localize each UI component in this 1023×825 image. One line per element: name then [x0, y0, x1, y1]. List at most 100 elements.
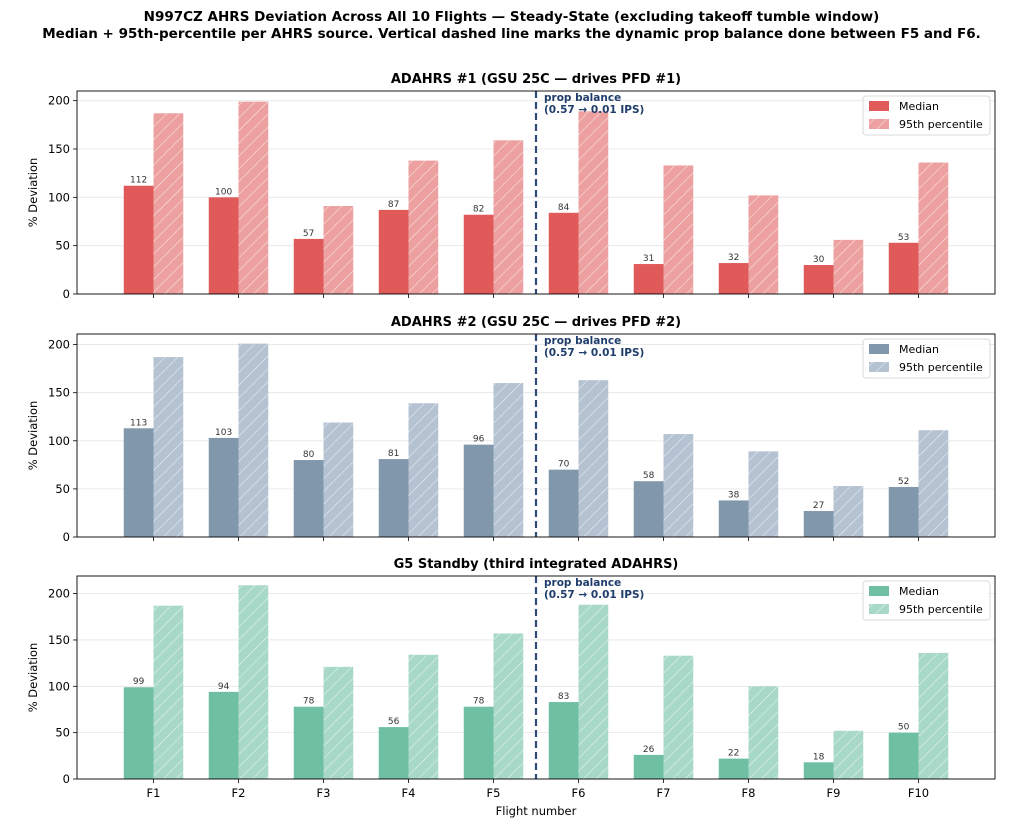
median-value-label: 78 — [303, 697, 315, 707]
median-bar — [208, 197, 239, 294]
figure-title-line1: N997CZ AHRS Deviation Across All 10 Flig… — [143, 9, 880, 25]
y-tick-label: 150 — [48, 386, 70, 400]
median-value-label: 100 — [215, 187, 232, 197]
legend-label-median: Median — [899, 343, 939, 356]
median-value-label: 52 — [898, 477, 909, 487]
median-bar — [548, 212, 579, 294]
median-bar — [633, 264, 664, 294]
median-value-label: 27 — [813, 501, 824, 511]
legend-box — [862, 338, 991, 379]
median-value-label: 18 — [813, 752, 825, 762]
p95-bar-hatch — [153, 113, 184, 294]
legend-swatch-p95-hatch — [869, 119, 889, 129]
figure-title-line2: Median + 95th-percentile per AHRS source… — [42, 26, 981, 42]
median-bar — [548, 469, 579, 537]
median-bar — [463, 444, 494, 537]
median-value-label: 83 — [558, 692, 569, 702]
annotation-line1: prop balance — [544, 335, 621, 347]
median-bar — [888, 242, 919, 294]
plot-frame — [76, 90, 996, 295]
legend-swatch-median — [869, 344, 889, 354]
y-tick-label: 200 — [48, 94, 70, 108]
legend-swatch-p95-hatch — [869, 362, 889, 372]
median-bar — [718, 500, 749, 537]
x-tick-label: F4 — [402, 786, 416, 800]
annotation-line1: prop balance — [544, 577, 621, 589]
median-value-label: 80 — [303, 450, 315, 460]
median-bar — [463, 214, 494, 294]
p95-bar-hatch — [578, 380, 609, 537]
p95-bar-hatch — [918, 430, 949, 537]
p95-bar-hatch — [493, 633, 524, 779]
p95-bar-hatch — [323, 422, 354, 537]
p95-bar-hatch — [153, 357, 184, 537]
median-value-label: 94 — [218, 682, 230, 692]
p95-bar-hatch — [323, 666, 354, 779]
median-bar — [293, 460, 324, 537]
median-value-label: 103 — [215, 428, 232, 438]
p95-bar-hatch — [918, 162, 949, 294]
median-value-label: 99 — [133, 677, 145, 687]
panel-2: ADAHRS #2 (GSU 25C — drives PFD #2) 113 10… — [26, 315, 996, 544]
median-bar — [293, 706, 324, 779]
median-value-label: 96 — [473, 435, 485, 445]
p95-bar-hatch — [748, 195, 779, 294]
legend-swatch-median — [869, 586, 889, 596]
median-value-label: 32 — [728, 253, 739, 263]
x-tick-label: F2 — [232, 786, 246, 800]
panel-title: G5 Standby (third integrated ADAHRS) — [394, 557, 679, 572]
annotation-line2: (0.57 → 0.01 IPS) — [544, 104, 644, 116]
p95-bar-hatch — [408, 160, 439, 294]
legend-label-median: Median — [899, 585, 939, 598]
annotation-line1: prop balance — [544, 92, 621, 104]
median-value-label: 30 — [813, 255, 825, 265]
median-bar — [378, 209, 409, 294]
y-tick-label: 50 — [55, 726, 70, 740]
p95-bar-hatch — [323, 206, 354, 294]
legend-label-p95: 95th percentile — [899, 361, 983, 374]
median-bar — [378, 459, 409, 537]
median-bar — [123, 687, 154, 779]
p95-bar-hatch — [748, 686, 779, 779]
y-tick-label: 200 — [48, 587, 70, 601]
panel-1: ADAHRS #1 (GSU 25C — drives PFD #1) 112 10… — [26, 72, 996, 301]
x-tick-label: F10 — [908, 786, 929, 800]
x-tick-label: F6 — [572, 786, 586, 800]
p95-bar-hatch — [578, 111, 609, 294]
median-bar — [378, 727, 409, 779]
median-value-label: 70 — [558, 460, 570, 470]
p95-bar-hatch — [153, 605, 184, 779]
median-bar — [463, 706, 494, 779]
p95-bar-hatch — [663, 434, 694, 537]
y-tick-label: 50 — [55, 239, 70, 253]
legend-box — [862, 580, 991, 621]
median-bar — [548, 702, 579, 779]
p95-bar-hatch — [493, 383, 524, 537]
median-bar — [123, 428, 154, 537]
median-bar — [633, 754, 664, 779]
y-tick-label: 0 — [63, 772, 70, 786]
median-bar — [208, 691, 239, 779]
median-value-label: 57 — [303, 229, 314, 239]
annotation-line2: (0.57 → 0.01 IPS) — [544, 589, 644, 601]
p95-bar-hatch — [238, 585, 269, 779]
median-bar — [803, 511, 834, 537]
y-tick-label: 50 — [55, 482, 70, 496]
legend-label-p95: 95th percentile — [899, 118, 983, 131]
median-bar — [718, 263, 749, 294]
p95-bar-hatch — [408, 403, 439, 537]
plot-frame — [76, 333, 996, 538]
legend-swatch-median — [869, 101, 889, 111]
median-value-label: 56 — [388, 717, 400, 727]
y-axis-label: % Deviation — [26, 401, 40, 471]
y-tick-label: 150 — [48, 142, 70, 156]
x-tick-label: F7 — [657, 786, 671, 800]
p95-bar-hatch — [833, 486, 864, 537]
median-value-label: 58 — [643, 471, 655, 481]
p95-bar-hatch — [578, 604, 609, 779]
median-value-label: 31 — [643, 254, 654, 264]
p95-bar-hatch — [748, 451, 779, 537]
p95-bar-hatch — [238, 343, 269, 537]
median-value-label: 38 — [728, 490, 740, 500]
median-value-label: 81 — [388, 449, 399, 459]
